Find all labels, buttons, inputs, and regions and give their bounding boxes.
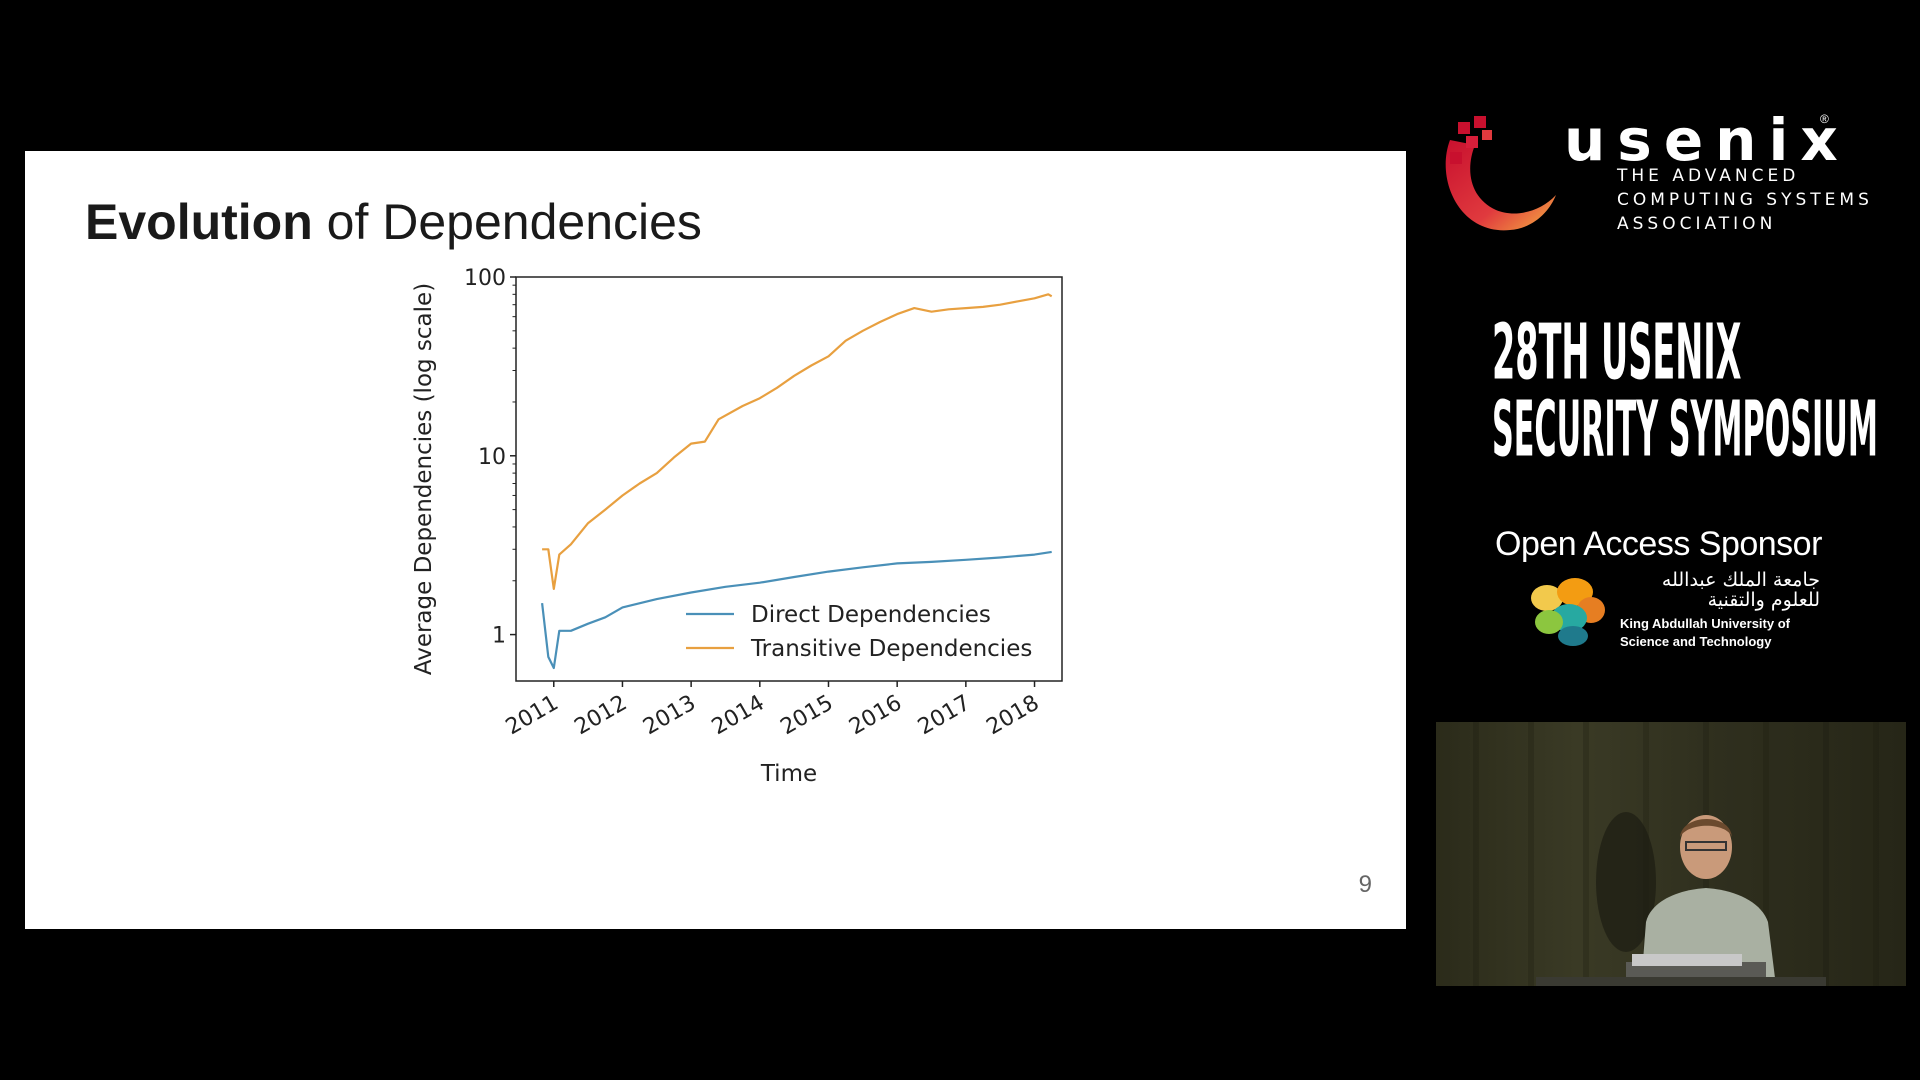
- speaker-video-feed: [1436, 722, 1906, 986]
- org-tagline-3: ASSOCIATION: [1617, 214, 1777, 234]
- x-tick-label-2012: 2012: [570, 691, 631, 741]
- page-number: 9: [1358, 871, 1372, 898]
- chart-axes: 1 10 100 2011 2012 2013 2014 2015 2016 2017 2018 Ti…: [411, 266, 1044, 787]
- speaker-shadow: [1596, 812, 1656, 952]
- sponsor-english-line-1: King Abdullah University of: [1620, 616, 1790, 631]
- chart-legend: Direct Dependencies Transitive Dependenci…: [686, 602, 1032, 662]
- series-line-1: [541, 550, 1052, 670]
- plot-frame: [515, 276, 1063, 682]
- registered-mark: ®: [1820, 112, 1829, 126]
- x-tick-label-2014: 2014: [708, 691, 769, 741]
- sponsor-english-name: King Abdullah University of Science and …: [1620, 615, 1790, 651]
- slide-title: Evolution of Dependencies: [85, 193, 702, 251]
- x-tick-label-2015: 2015: [776, 691, 837, 741]
- event-title-line-2: SECURITY SYMPOSIUM: [1492, 385, 1878, 475]
- y-tick-label-10: 10: [478, 445, 506, 470]
- sponsor-arabic-line-1: جامعة الملك عبدالله: [1661, 569, 1820, 591]
- x-axis-label: Time: [760, 761, 817, 787]
- x-tick-label-2013: 2013: [639, 691, 700, 741]
- event-title-line-1: 28TH USENIX: [1492, 308, 1742, 398]
- legend-label-1: Direct Dependencies: [751, 602, 991, 628]
- x-tick-label-2017: 2017: [914, 691, 975, 741]
- y-tick-label-1: 1: [492, 624, 506, 649]
- y-axis-label: Average Dependencies (log scale): [411, 283, 437, 675]
- x-tick-label-2016: 2016: [845, 691, 906, 741]
- dependency-chart: 1 10 100 2011 2012 2013 2014 2015 2016 2017 2018 Ti…: [411, 266, 1063, 787]
- slide: Evolution of Dependencies 1 10 100 2011 2012…: [25, 151, 1406, 929]
- org-tagline-2: COMPUTING SYSTEMS: [1617, 190, 1873, 210]
- usenix-wordmark: usenix: [1564, 106, 1850, 174]
- kaust-logo-icon: [1531, 578, 1605, 646]
- sponsor-arabic-line-2: للعلوم والتقنية: [1707, 589, 1820, 611]
- series-line-2: [542, 293, 1053, 590]
- y-tick-label-100: 100: [464, 266, 506, 291]
- slide-title-bold: Evolution: [85, 194, 313, 250]
- slide-title-rest: of Dependencies: [312, 194, 702, 250]
- speaker-head: [1680, 815, 1732, 879]
- x-tick-label-2018: 2018: [983, 691, 1044, 741]
- conference-sidebar: usenix ® THE ADVANCED COMPUTING SYSTEMS …: [1430, 100, 1910, 660]
- x-tick-label-2011: 2011: [502, 691, 563, 741]
- laptop: [1632, 954, 1742, 966]
- legend-label-2: Transitive Dependencies: [750, 636, 1032, 662]
- sponsor-english-line-2: Science and Technology: [1620, 634, 1772, 649]
- sponsor-label: Open Access Sponsor: [1495, 525, 1822, 563]
- usenix-logo-icon: [1445, 116, 1556, 231]
- org-tagline-1: THE ADVANCED: [1617, 166, 1800, 186]
- sponsor-arabic-name: جامعة الملك عبدالله للعلوم والتقنية: [1620, 570, 1820, 610]
- chart-marks: [541, 293, 1053, 670]
